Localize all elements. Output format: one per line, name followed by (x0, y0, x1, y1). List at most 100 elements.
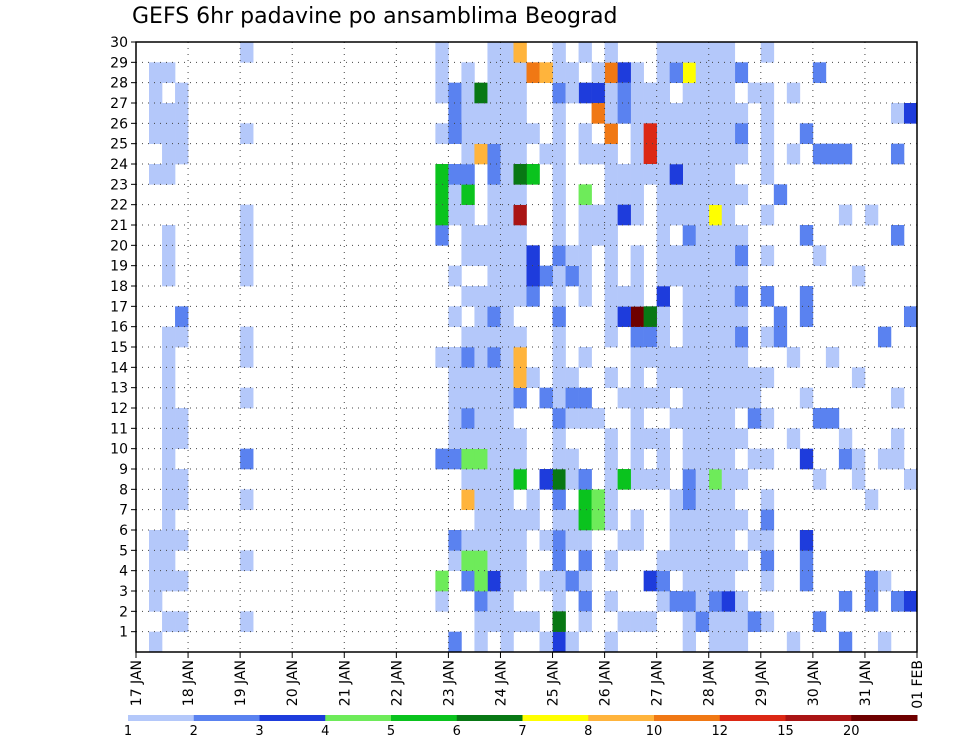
heatmap-cell (487, 265, 501, 287)
heatmap-cell (643, 143, 657, 165)
heatmap-cell (656, 82, 670, 104)
heatmap-cell (825, 408, 840, 429)
heatmap-cell (487, 82, 501, 104)
heatmap-cell (721, 530, 736, 551)
heatmap-cell (474, 306, 488, 327)
heatmap-cell (630, 265, 644, 287)
heatmap-cell (838, 591, 853, 612)
heatmap-cell (734, 184, 749, 205)
heatmap-cell (630, 387, 644, 409)
heatmap-cell (682, 631, 697, 653)
heatmap-cell (890, 143, 905, 165)
heatmap-cell (578, 530, 592, 551)
heatmap-cell (734, 265, 749, 287)
heatmap-cell (708, 631, 723, 653)
x-tick-label: 30 JAN (806, 660, 822, 706)
heatmap-cell (669, 530, 683, 551)
heatmap-cell (162, 326, 176, 348)
heatmap-cell (448, 82, 462, 104)
heatmap-cell (695, 82, 710, 104)
heatmap-cell (175, 82, 189, 104)
heatmap-cell (513, 611, 527, 632)
heatmap-cell (721, 82, 736, 104)
heatmap-cell (682, 489, 697, 510)
legend-swatch (851, 715, 918, 721)
heatmap-cell (695, 428, 710, 449)
heatmap-cell (591, 509, 605, 531)
x-tick-label: 28 JAN (702, 660, 718, 706)
heatmap-cell (474, 225, 488, 246)
heatmap-cell (435, 225, 449, 246)
heatmap-cell (721, 265, 736, 287)
y-tick-label: 25 (110, 137, 128, 153)
heatmap-cell (539, 143, 553, 165)
heatmap-cell (474, 591, 488, 612)
heatmap-cell (734, 591, 749, 612)
heatmap-cell (838, 631, 853, 653)
heatmap-cell (669, 204, 683, 226)
heatmap-cell (708, 448, 723, 470)
heatmap-cell (682, 591, 697, 612)
heatmap-cell (643, 103, 657, 124)
heatmap-cell (630, 326, 644, 348)
heatmap-cell (838, 428, 853, 449)
heatmap-cell (500, 143, 514, 165)
heatmap-cell (474, 570, 488, 592)
heatmap-cell (799, 387, 814, 409)
heatmap-cell (760, 245, 775, 266)
y-axis-ticks: 1234567891011121314151617181920212223242… (110, 35, 136, 641)
heatmap-cell (500, 245, 514, 266)
heatmap-cell (162, 347, 176, 368)
heatmap-cell (695, 489, 710, 510)
heatmap-cell (240, 448, 254, 470)
heatmap-cell (474, 143, 488, 165)
heatmap-cell (461, 123, 475, 144)
heatmap-cell (604, 265, 618, 287)
heatmap-cell (812, 408, 827, 429)
heatmap-cell (656, 184, 670, 205)
heatmap-cell (552, 286, 566, 307)
heatmap-cell (760, 550, 775, 571)
heatmap-cell (149, 550, 163, 571)
heatmap-cell (734, 509, 749, 531)
heatmap-cell (604, 103, 618, 124)
heatmap-cell (552, 550, 566, 571)
y-tick-label: 13 (110, 381, 128, 397)
heatmap-cell (474, 326, 488, 348)
heatmap-cell (708, 265, 723, 287)
heatmap-cell (695, 225, 710, 246)
heatmap-cell (669, 408, 683, 429)
heatmap-cell (760, 82, 775, 104)
heatmap-cell (578, 408, 592, 429)
heatmap-cell (669, 265, 683, 287)
heatmap-cell (786, 143, 801, 165)
heatmap-cell (552, 306, 566, 327)
legend-swatch (522, 715, 589, 721)
heatmap-cell (565, 570, 579, 592)
legend-swatch (785, 715, 852, 721)
heatmap-cell (487, 509, 501, 531)
heatmap-cell (162, 611, 176, 632)
heatmap-cell (591, 143, 605, 165)
heatmap-cell (487, 347, 501, 368)
heatmap-cell (708, 143, 723, 165)
heatmap-cell (487, 611, 501, 632)
heatmap-cell (487, 570, 501, 592)
heatmap-cell (695, 42, 710, 63)
heatmap-cell (695, 265, 710, 287)
heatmap-cell (500, 367, 514, 388)
heatmap-cell (162, 408, 176, 429)
heatmap-cell (760, 42, 775, 63)
y-tick-label: 15 (110, 340, 128, 356)
heatmap-cell (435, 62, 449, 83)
heatmap-cell (721, 448, 736, 470)
heatmap-cell (513, 469, 527, 490)
heatmap-cell (578, 550, 592, 571)
heatmap-cell (838, 143, 853, 165)
heatmap-cell (149, 631, 163, 653)
heatmap-cell (487, 245, 501, 266)
y-tick-label: 19 (110, 259, 128, 275)
heatmap-cell (682, 550, 697, 571)
heatmap-cell (682, 469, 697, 490)
